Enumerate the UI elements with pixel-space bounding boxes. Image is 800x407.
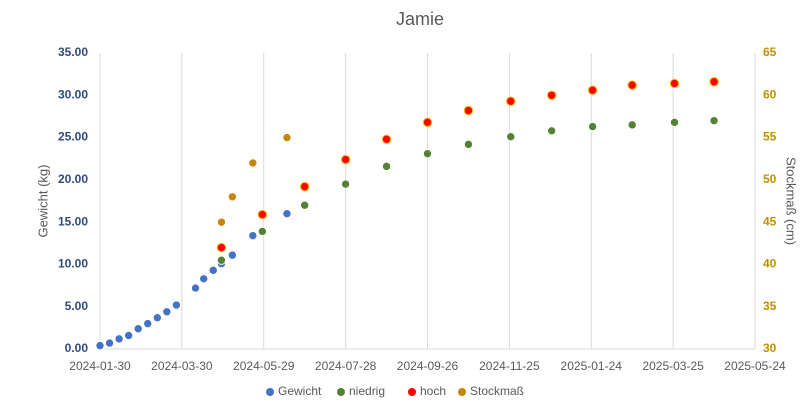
x-tick-label: 2025-05-24: [724, 359, 786, 373]
legend-label: niedrig: [349, 384, 385, 398]
x-tick-label: 2024-11-25: [479, 359, 540, 373]
marker: [123, 330, 134, 341]
marker: [257, 226, 268, 237]
marker: [381, 161, 392, 172]
marker: [208, 265, 218, 276]
marker: [227, 250, 238, 260]
marker: [506, 96, 516, 106]
x-tick-label: 2024-05-29: [233, 359, 295, 373]
marker: [299, 200, 310, 210]
marker: [299, 181, 310, 192]
legend-label: Gewicht: [278, 384, 322, 398]
marker: [546, 126, 557, 136]
marker: [709, 77, 719, 87]
marker: [248, 158, 258, 168]
marker: [546, 90, 557, 100]
y-tick-label: 0.00: [65, 341, 89, 355]
y2-tick-label: 30: [763, 341, 777, 355]
y-tick-label: 30.00: [58, 87, 88, 101]
x-tick-label: 2025-03-25: [642, 359, 704, 373]
chart-title: Jamie: [396, 9, 444, 29]
marker: [257, 209, 268, 220]
x-tick-label: 2024-09-26: [397, 359, 459, 373]
marker: [627, 120, 637, 130]
marker: [506, 132, 516, 142]
y-axis-title: Gewicht (kg): [35, 165, 50, 238]
y-tick-label: 10.00: [58, 257, 88, 271]
marker: [669, 78, 680, 89]
marker: [133, 324, 143, 334]
marker: [463, 105, 474, 116]
legend-marker: [408, 388, 416, 396]
marker: [627, 80, 637, 90]
marker: [190, 283, 201, 293]
legend-marker: [337, 388, 345, 396]
y2-tick-label: 60: [763, 87, 777, 101]
marker: [422, 148, 433, 159]
y2-tick-label: 65: [763, 45, 777, 59]
marker: [152, 313, 163, 323]
x-tick-label: 2024-07-28: [315, 359, 377, 373]
y-tick-label: 35.00: [58, 45, 88, 59]
marker: [162, 307, 172, 317]
marker: [216, 217, 227, 227]
marker: [587, 121, 598, 132]
marker: [587, 85, 598, 95]
legend-label: Stockmaß: [470, 384, 524, 398]
marker: [95, 340, 105, 351]
y-tick-label: 15.00: [58, 214, 88, 228]
marker: [340, 154, 351, 165]
y2-axis-title: Stockmaß (cm): [784, 157, 799, 245]
marker: [709, 115, 719, 126]
marker: [216, 255, 227, 265]
y-tick-label: 25.00: [58, 130, 88, 144]
legend-label: hoch: [420, 384, 446, 398]
marker: [216, 242, 227, 253]
x-tick-label: 2024-03-30: [151, 359, 213, 373]
marker: [340, 179, 351, 189]
marker: [248, 230, 258, 241]
marker: [114, 334, 124, 344]
y-tick-label: 20.00: [58, 172, 88, 186]
legend-marker: [458, 388, 466, 396]
marker: [227, 192, 238, 202]
marker: [171, 300, 182, 310]
marker: [463, 139, 474, 150]
y2-tick-label: 55: [763, 130, 777, 144]
x-tick-label: 2025-01-24: [561, 359, 623, 373]
y2-tick-label: 45: [763, 214, 777, 228]
x-tick-label: 2024-01-30: [69, 359, 131, 373]
marker: [669, 117, 680, 128]
y2-tick-label: 40: [763, 257, 777, 271]
legend-marker: [266, 388, 274, 396]
marker: [422, 117, 433, 128]
marker: [199, 274, 209, 284]
marker: [282, 208, 292, 219]
y2-tick-label: 35: [763, 299, 777, 313]
marker: [143, 318, 153, 329]
marker: [104, 338, 115, 348]
y2-tick-label: 50: [763, 172, 777, 186]
y-tick-label: 5.00: [65, 299, 89, 313]
marker: [282, 132, 292, 143]
marker: [381, 134, 392, 144]
